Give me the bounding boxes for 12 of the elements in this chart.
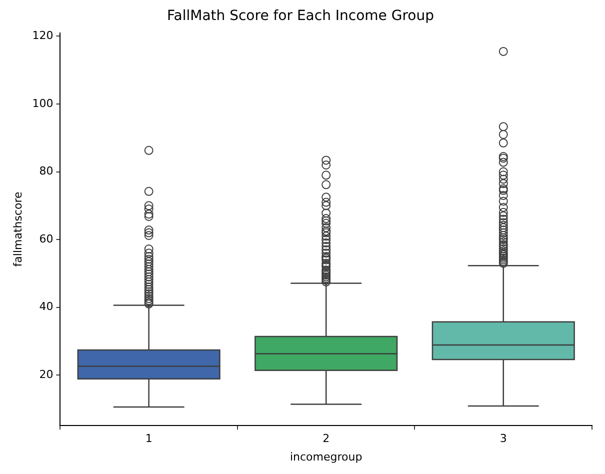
y-tick-label: 80	[39, 164, 54, 178]
x-tick-label: 1	[145, 432, 152, 446]
x-tick-label: 3	[500, 432, 507, 446]
y-tick-label: 60	[39, 232, 54, 246]
y-tick-label: 40	[39, 300, 54, 314]
x-tick-label: 2	[322, 432, 330, 446]
y-tick-label: 20	[39, 368, 54, 381]
x-axis-title: incomegroup	[290, 450, 362, 464]
y-axis-title: fallmathscore	[11, 191, 24, 267]
y-tick-label: 120	[32, 29, 54, 42]
chart-title: FallMath Score for Each Income Group	[167, 8, 434, 24]
y-tick-label: 100	[32, 96, 54, 110]
